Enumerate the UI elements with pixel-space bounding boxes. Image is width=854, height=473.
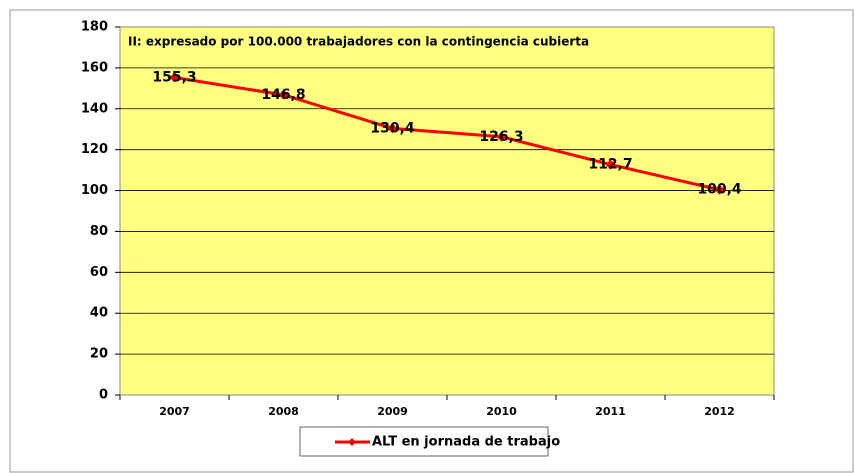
data-label: 130,4 [370,120,415,136]
y-tick-label: 80 [90,224,108,239]
x-tick-label: 2011 [595,405,626,418]
x-tick-label: 2012 [704,405,735,418]
y-tick-label: 20 [90,347,108,362]
plot-area [119,26,775,396]
annotation: II: expresado por 100.000 trabajadores c… [128,35,589,49]
data-label: 146,8 [261,87,305,103]
x-tick-label: 2010 [486,405,517,418]
y-tick-label: 120 [81,142,108,157]
data-label: 112,7 [588,157,632,173]
line [174,76,720,192]
marker [714,184,725,195]
y-tick-label: 140 [81,101,108,116]
legend-marker [348,438,356,446]
marker [278,89,289,100]
y-tick-label: 100 [81,183,108,198]
marker [605,159,616,170]
x-tick-label: 2009 [377,405,408,418]
legend-label: ALT en jornada de trabajo [372,435,560,450]
marker [496,131,507,142]
y-tick-label: 160 [81,60,108,75]
x-tick-label: 2008 [268,405,299,418]
y-tick-label: 0 [99,388,108,403]
data-label: 100,4 [697,182,742,198]
data-label: 126,3 [479,129,523,145]
data-label: 155,3 [152,69,196,85]
x-tick-label: 2007 [159,405,190,418]
y-tick-label: 180 [81,20,108,35]
marker [387,123,398,134]
marker [169,72,180,83]
y-tick-label: 40 [90,306,108,321]
y-tick-label: 60 [90,265,108,280]
